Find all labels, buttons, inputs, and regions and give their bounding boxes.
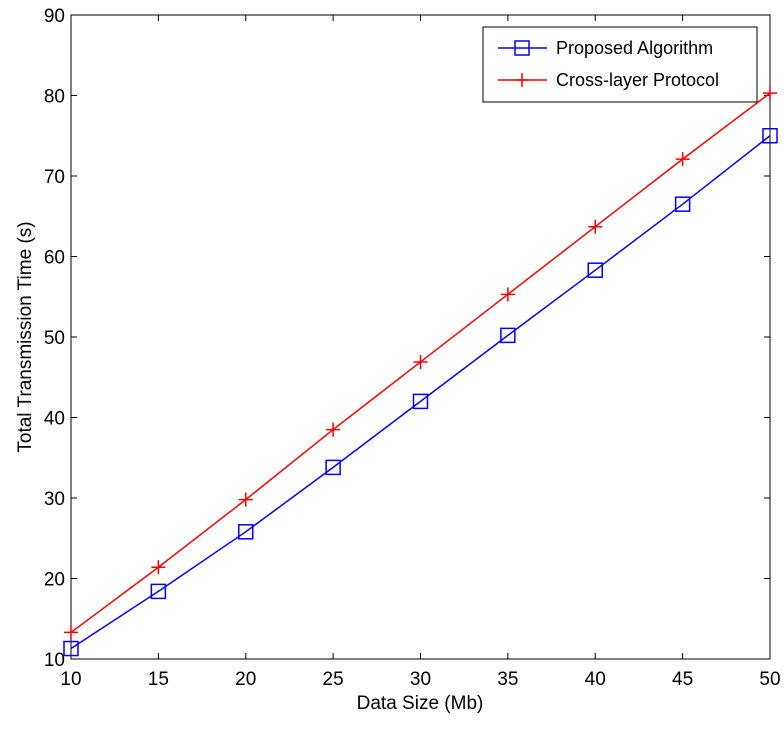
plot-area (70, 14, 771, 660)
data-point-proposed-algorithm (238, 524, 254, 540)
legend-marker-proposed (514, 40, 530, 56)
data-point-proposed-algorithm (63, 640, 79, 657)
series-cross-layer-protocol (64, 86, 777, 640)
series-line-proposed-algorithm (70, 135, 771, 650)
series-layer (63, 86, 778, 657)
x-axis-title: Data Size (Mb) (357, 693, 484, 714)
x-tick-label: 15 (148, 669, 169, 690)
data-point-proposed-algorithm (762, 128, 778, 144)
legend-label-proposed: Proposed Algorithm (556, 38, 713, 58)
legend-label-cross-layer: Cross-layer Protocol (556, 70, 719, 90)
legend: Proposed Algorithm Cross-layer Protocol (482, 26, 758, 103)
y-tick-label: 20 (44, 570, 65, 591)
y-tick-label: 80 (44, 87, 65, 108)
data-point-proposed-algorithm (674, 196, 691, 212)
y-tick-label: 40 (44, 409, 65, 430)
x-tick-label: 50 (759, 669, 780, 690)
legend-marker-cross-layer (515, 73, 529, 87)
y-tick-label: 90 (44, 6, 65, 27)
data-point-cross-layer-protocol (151, 560, 166, 575)
y-tick-label: 50 (44, 328, 65, 349)
data-point-cross-layer-protocol (763, 86, 777, 101)
legend-box (482, 26, 758, 103)
x-tick-label: 30 (410, 669, 431, 690)
x-tick-label: 45 (672, 669, 693, 690)
data-point-cross-layer-protocol (238, 492, 253, 507)
data-point-cross-layer-protocol (326, 422, 341, 437)
data-point-proposed-algorithm (587, 262, 603, 278)
data-point-proposed-algorithm (325, 459, 341, 476)
x-tick-label: 20 (235, 669, 256, 690)
data-point-cross-layer-protocol (500, 287, 515, 302)
x-tick-label: 10 (60, 669, 81, 690)
data-point-proposed-algorithm (412, 393, 429, 410)
data-point-proposed-algorithm (500, 327, 516, 344)
x-tick-label: 35 (497, 669, 518, 690)
y-tick-label: 10 (44, 650, 65, 671)
y-axis-title: Total Transmission Time (s) (15, 221, 36, 452)
data-point-cross-layer-protocol (588, 219, 603, 234)
x-tick-label: 40 (585, 669, 606, 690)
data-point-proposed-algorithm (150, 583, 167, 600)
data-point-cross-layer-protocol (675, 152, 690, 167)
axis-ticks: 10 15 20 25 30 35 40 45 50 10 20 30 40 50 60 70 80 90 (44, 6, 781, 690)
x-tick-label: 25 (323, 669, 344, 690)
y-tick-label: 70 (44, 167, 65, 188)
data-point-cross-layer-protocol (413, 354, 428, 369)
y-tick-label: 60 (44, 248, 65, 269)
data-point-cross-layer-protocol (64, 625, 78, 640)
series-proposed-algorithm (63, 128, 778, 657)
y-tick-label: 30 (44, 489, 65, 510)
